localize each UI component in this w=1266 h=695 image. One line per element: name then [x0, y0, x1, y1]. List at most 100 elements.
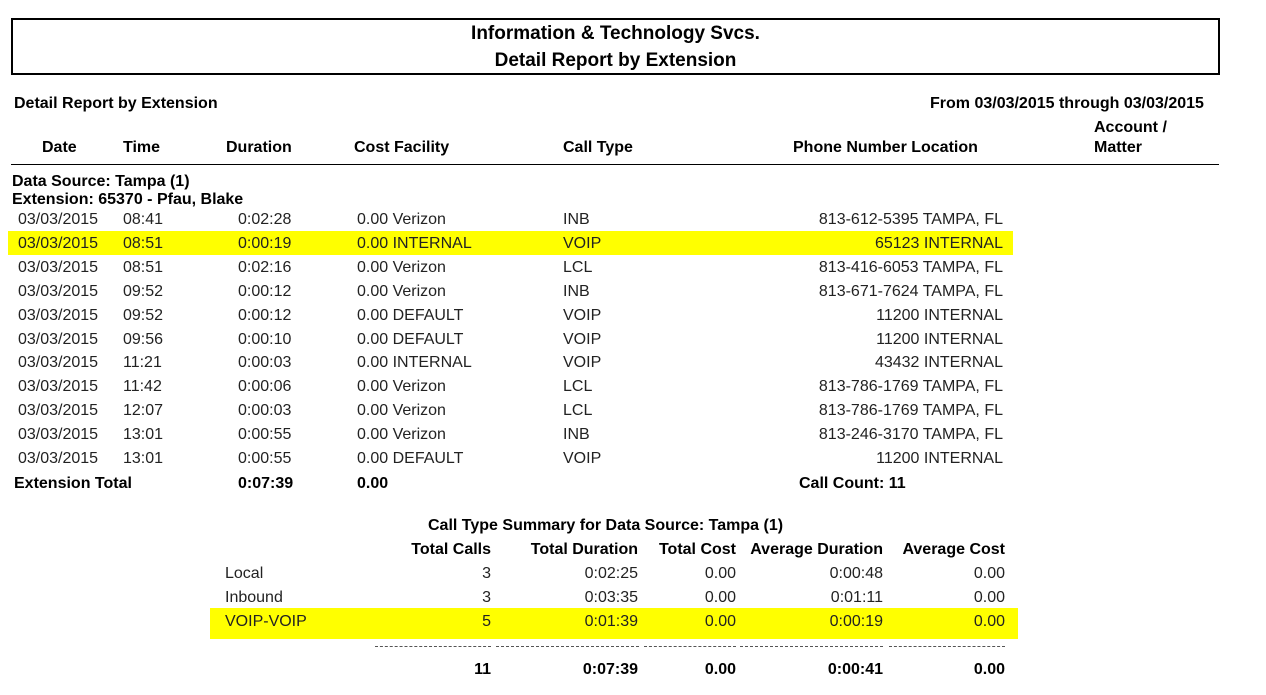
summary-cell-avg-cost: 0.00 [973, 589, 1005, 606]
cell-time: 08:41 [123, 211, 164, 228]
cell-call-type: VOIP [563, 234, 602, 252]
summary-header-avg-duration: Average Duration [750, 541, 883, 558]
data-source-label: Data Source: Tampa (1) [12, 173, 190, 190]
col-header-duration: Duration [226, 139, 292, 156]
extension-total-cost: 0.00 [357, 475, 389, 492]
summary-header-total-duration: Total Duration [530, 541, 638, 558]
cell-duration: 0:00:12 [238, 282, 292, 300]
cell-duration: 0:00:55 [238, 450, 292, 467]
cell-time: 08:51 [123, 258, 164, 276]
col-header-account: Account / [1094, 119, 1167, 136]
col-header-call-type: Call Type [563, 139, 633, 156]
cell-phone-location: 813-786-1769 TAMPA, FL [818, 402, 1003, 420]
cell-date: 03/03/2015 [18, 258, 99, 276]
cell-date: 03/03/2015 [18, 378, 99, 396]
cell-phone-location: 11200 INTERNAL [876, 306, 1003, 324]
summary-total-duration: 0:07:39 [582, 661, 638, 678]
separator-avg-duration [740, 646, 883, 647]
summary-title: Call Type Summary for Data Source: Tampa… [428, 517, 784, 534]
cell-call-type: LCL [563, 402, 593, 420]
cell-call-type: INB [563, 282, 590, 300]
cell-call-type: INB [563, 426, 590, 444]
cell-time: 09:56 [123, 330, 164, 348]
cell-date: 03/03/2015 [18, 282, 99, 300]
col-header-date: Date [42, 139, 77, 156]
cell-phone-location: 813-612-5395 TAMPA, FL [818, 211, 1003, 228]
cell-phone-location: 813-671-7624 TAMPA, FL [818, 282, 1003, 300]
call-count: Call Count: 11 [799, 475, 906, 492]
cell-date: 03/03/2015 [18, 450, 99, 467]
summary-total-calls: 11 [474, 661, 491, 678]
separator-total-calls [375, 646, 491, 647]
cell-date: 03/03/2015 [18, 402, 99, 420]
cell-duration: 0:00:06 [238, 378, 292, 396]
separator-avg-cost [889, 646, 1005, 647]
cell-cost-facility: 0.00 INTERNAL [357, 234, 472, 252]
cell-cost-facility: 0.00 Verizon [357, 378, 446, 396]
summary-cell-total-calls: 3 [482, 589, 491, 606]
cell-phone-location: 11200 INTERNAL [876, 450, 1003, 467]
cell-time: 08:51 [123, 234, 164, 252]
summary-cell-total-duration: 0:03:35 [584, 589, 638, 606]
col-header-phone-location: Phone Number Location [793, 139, 978, 156]
cell-time: 13:01 [123, 450, 164, 467]
cell-date: 03/03/2015 [18, 234, 99, 252]
cell-phone-location: 11200 INTERNAL [876, 330, 1003, 348]
col-header-time: Time [123, 139, 161, 156]
cell-cost-facility: 0.00 Verizon [357, 211, 446, 228]
cell-duration: 0:00:55 [238, 426, 292, 444]
summary-cell-avg-duration: 0:01:11 [830, 589, 883, 606]
cell-duration: 0:00:03 [238, 402, 292, 420]
summary-total-cost: 0.00 [704, 661, 736, 678]
cell-phone-location: 813-786-1769 TAMPA, FL [818, 378, 1003, 396]
summary-total-avg-duration: 0:00:41 [827, 661, 883, 678]
cell-cost-facility: 0.00 Verizon [357, 258, 446, 276]
col-header-matter: Matter [1094, 139, 1143, 156]
cell-duration: 0:00:10 [238, 330, 292, 348]
cell-phone-location: 813-246-3170 TAMPA, FL [818, 426, 1003, 444]
cell-cost-facility: 0.00 INTERNAL [357, 354, 472, 372]
cell-date: 03/03/2015 [18, 211, 99, 228]
date-range: From 03/03/2015 through 03/03/2015 [930, 95, 1204, 112]
cell-phone-location: 43432 INTERNAL [874, 354, 1003, 372]
cell-call-type: INB [563, 211, 590, 228]
summary-cell-total-calls: 3 [482, 565, 491, 582]
extension-total-duration: 0:07:39 [238, 475, 294, 492]
separator-total-duration [496, 646, 639, 647]
report-title-box: Information & Technology Svcs. Detail Re… [11, 18, 1220, 75]
extension-label: Extension: 65370 - Pfau, Blake [12, 191, 244, 208]
cell-duration: 0:02:16 [238, 258, 292, 276]
summary-cell-total-cost: 0.00 [704, 565, 736, 582]
cell-call-type: VOIP [563, 450, 602, 467]
cell-call-type: VOIP [563, 354, 602, 372]
summary-cell-avg-cost: 0.00 [973, 565, 1005, 582]
cell-time: 11:21 [123, 354, 162, 372]
cell-cost-facility: 0.00 Verizon [357, 426, 446, 444]
summary-header-total-cost: Total Cost [658, 541, 736, 558]
summary-cell-label: VOIP-VOIP [225, 613, 307, 630]
cell-date: 03/03/2015 [18, 306, 99, 324]
separator-total-cost [644, 646, 736, 647]
cell-cost-facility: 0.00 DEFAULT [357, 450, 464, 467]
cell-duration: 0:00:12 [238, 306, 292, 324]
summary-header-avg-cost: Average Cost [902, 541, 1005, 558]
report-title: Detail Report by Extension [494, 50, 737, 71]
cell-time: 11:42 [123, 378, 162, 396]
summary-cell-total-cost: 0.00 [704, 613, 736, 630]
summary-cell-total-duration: 0:01:39 [584, 613, 638, 630]
header-divider [11, 164, 1219, 165]
summary-row-highlight [210, 608, 1018, 639]
cell-cost-facility: 0.00 DEFAULT [357, 330, 464, 348]
cell-cost-facility: 0.00 Verizon [357, 282, 446, 300]
report-subtitle: Detail Report by Extension [14, 95, 218, 112]
summary-cell-label: Local [225, 565, 264, 582]
cell-phone-location: 65123 INTERNAL [874, 234, 1003, 252]
summary-cell-label: Inbound [225, 589, 283, 606]
cell-cost-facility: 0.00 DEFAULT [357, 306, 464, 324]
summary-cell-avg-duration: 0:00:19 [829, 613, 883, 630]
cell-duration: 0:00:03 [238, 354, 292, 372]
summary-cell-total-duration: 0:02:25 [584, 565, 638, 582]
cell-call-type: LCL [563, 378, 593, 396]
cell-time: 12:07 [123, 402, 164, 420]
cell-duration: 0:02:28 [238, 211, 292, 228]
